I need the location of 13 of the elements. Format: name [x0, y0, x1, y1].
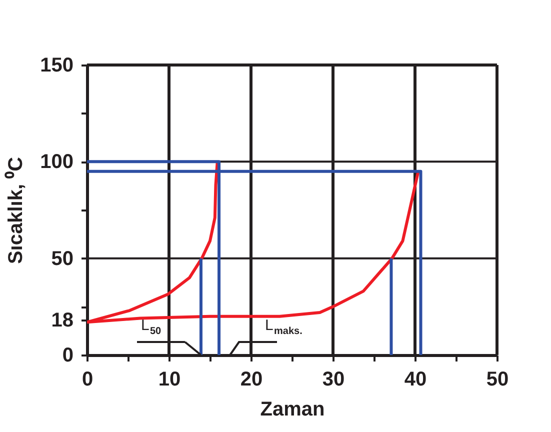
- y-tick-label: 50: [51, 248, 74, 270]
- x-tick-label: 50: [486, 368, 509, 390]
- x-tick-label: 40: [404, 368, 427, 390]
- x-tick-label: 30: [322, 368, 345, 390]
- x-axis-title: Zaman: [260, 398, 325, 420]
- x-tick-label: 10: [158, 368, 181, 390]
- y-tick-label: 18: [51, 310, 74, 332]
- y-axis-title: Sıcaklık, ⁰C: [4, 156, 28, 264]
- y-tick-label: 0: [62, 344, 74, 366]
- y-tick-label: 100: [40, 151, 74, 174]
- y-tick-label: 150: [40, 54, 74, 76]
- x-tick-label: 0: [82, 368, 94, 390]
- x-tick-label: 20: [240, 368, 263, 390]
